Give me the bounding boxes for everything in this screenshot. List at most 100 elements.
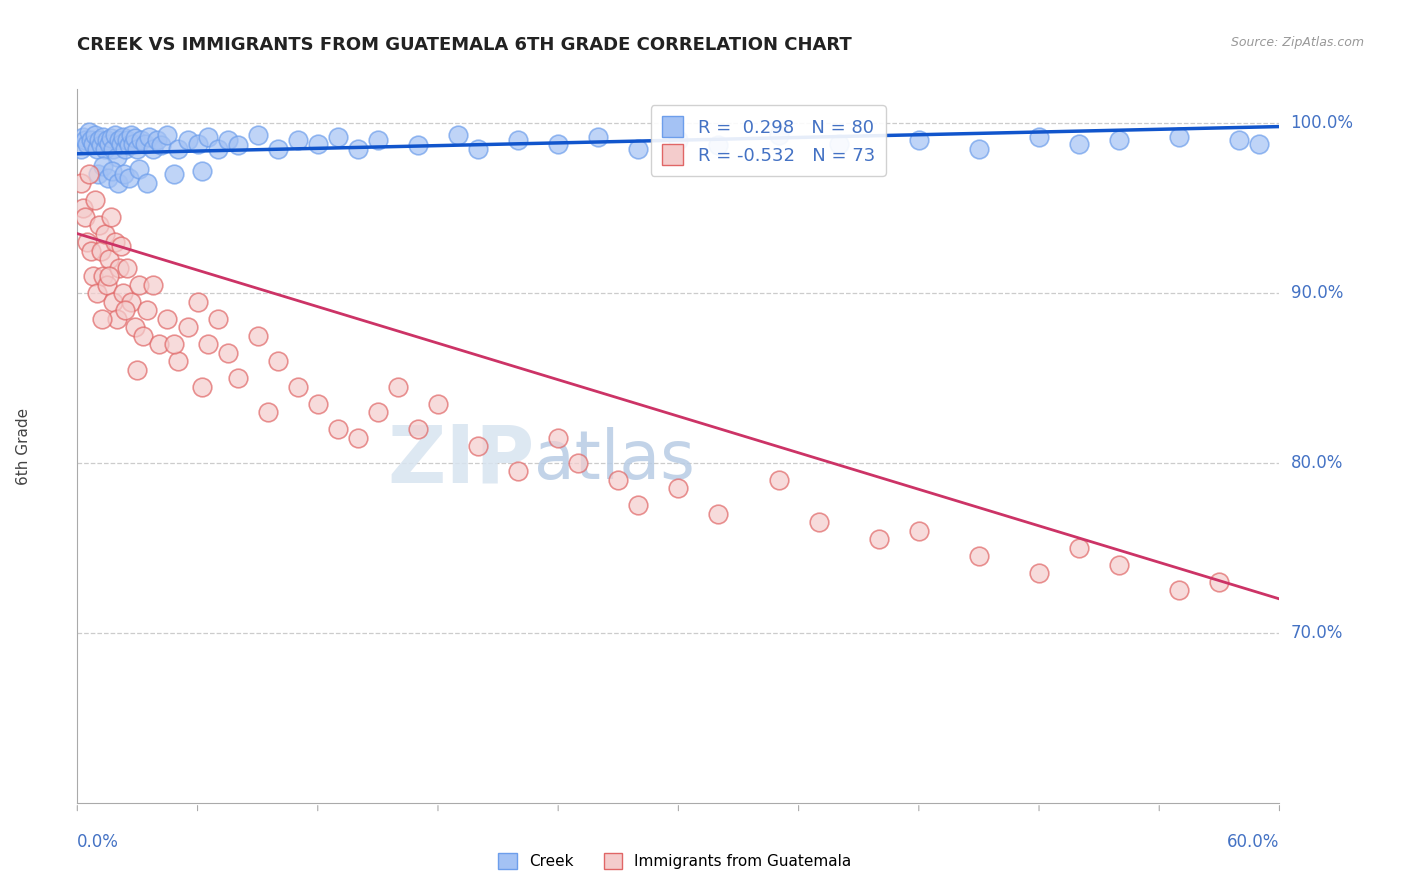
Point bbox=[80, 133, 103, 147]
Point bbox=[868, 533, 890, 547]
Point bbox=[117, 260, 139, 275]
Point bbox=[467, 142, 489, 156]
Point bbox=[124, 131, 146, 145]
Point bbox=[207, 142, 229, 156]
Point bbox=[72, 201, 94, 215]
Point bbox=[142, 142, 165, 156]
Point bbox=[146, 133, 169, 147]
Point bbox=[114, 142, 136, 156]
Point bbox=[70, 176, 93, 190]
Point bbox=[387, 379, 409, 393]
Point bbox=[967, 142, 990, 156]
Point bbox=[107, 150, 129, 164]
Point bbox=[627, 142, 650, 156]
Point bbox=[427, 396, 450, 410]
Point bbox=[97, 170, 120, 185]
Point bbox=[108, 133, 131, 147]
Text: 90.0%: 90.0% bbox=[1291, 284, 1343, 302]
Point bbox=[326, 129, 349, 144]
Point bbox=[162, 167, 184, 181]
Point bbox=[267, 354, 290, 368]
Point bbox=[138, 129, 160, 144]
Point bbox=[98, 252, 121, 266]
Point bbox=[142, 277, 165, 292]
Point bbox=[1208, 574, 1230, 589]
Point bbox=[467, 439, 489, 453]
Point bbox=[89, 218, 111, 232]
Point bbox=[162, 337, 184, 351]
Text: Source: ZipAtlas.com: Source: ZipAtlas.com bbox=[1230, 36, 1364, 49]
Point bbox=[1069, 541, 1091, 555]
Point bbox=[127, 142, 149, 156]
Point bbox=[707, 138, 730, 153]
Point bbox=[75, 210, 97, 224]
Point bbox=[1168, 583, 1191, 598]
Text: 60.0%: 60.0% bbox=[1227, 833, 1279, 851]
Point bbox=[120, 294, 142, 309]
Point bbox=[86, 286, 108, 301]
Point bbox=[84, 193, 107, 207]
Point bbox=[156, 128, 179, 142]
Point bbox=[128, 277, 150, 292]
Point bbox=[190, 163, 212, 178]
Point bbox=[150, 138, 173, 153]
Point bbox=[217, 133, 239, 147]
Point bbox=[346, 430, 368, 444]
Point bbox=[93, 129, 115, 144]
Text: 100.0%: 100.0% bbox=[1291, 114, 1354, 132]
Point bbox=[707, 507, 730, 521]
Point bbox=[166, 142, 188, 156]
Point bbox=[226, 371, 249, 385]
Point bbox=[79, 125, 101, 139]
Point bbox=[287, 133, 309, 147]
Point bbox=[267, 142, 290, 156]
Point bbox=[627, 499, 650, 513]
Point bbox=[93, 269, 115, 284]
Point bbox=[588, 129, 610, 144]
Point bbox=[132, 328, 155, 343]
Point bbox=[307, 396, 329, 410]
Point bbox=[1028, 566, 1050, 581]
Point bbox=[124, 320, 146, 334]
Point bbox=[117, 133, 139, 147]
Point bbox=[828, 136, 851, 151]
Point bbox=[156, 311, 179, 326]
Point bbox=[101, 163, 124, 178]
Point bbox=[1108, 133, 1130, 147]
Point bbox=[127, 362, 149, 376]
Point bbox=[406, 422, 429, 436]
Point bbox=[607, 473, 630, 487]
Point bbox=[107, 311, 129, 326]
Point bbox=[112, 286, 135, 301]
Point bbox=[246, 328, 269, 343]
Text: CREEK VS IMMIGRANTS FROM GUATEMALA 6TH GRADE CORRELATION CHART: CREEK VS IMMIGRANTS FROM GUATEMALA 6TH G… bbox=[77, 36, 852, 54]
Point bbox=[134, 136, 156, 151]
Point bbox=[103, 142, 125, 156]
Point bbox=[80, 244, 103, 258]
Point bbox=[807, 516, 830, 530]
Point bbox=[72, 129, 94, 144]
Point bbox=[98, 269, 121, 284]
Point bbox=[207, 311, 229, 326]
Point bbox=[94, 142, 117, 156]
Point bbox=[217, 345, 239, 359]
Point bbox=[406, 138, 429, 153]
Point bbox=[107, 176, 129, 190]
Point bbox=[93, 159, 115, 173]
Point bbox=[110, 136, 132, 151]
Point bbox=[82, 136, 104, 151]
Point bbox=[108, 260, 131, 275]
Point bbox=[87, 167, 110, 181]
Point bbox=[84, 128, 107, 142]
Point bbox=[508, 465, 530, 479]
Point bbox=[226, 138, 249, 153]
Point bbox=[86, 142, 108, 156]
Text: 70.0%: 70.0% bbox=[1291, 624, 1343, 642]
Point bbox=[508, 133, 530, 147]
Point bbox=[128, 162, 150, 177]
Point bbox=[447, 128, 470, 142]
Point bbox=[112, 129, 135, 144]
Text: atlas: atlas bbox=[534, 427, 695, 493]
Point bbox=[176, 133, 198, 147]
Point bbox=[1168, 129, 1191, 144]
